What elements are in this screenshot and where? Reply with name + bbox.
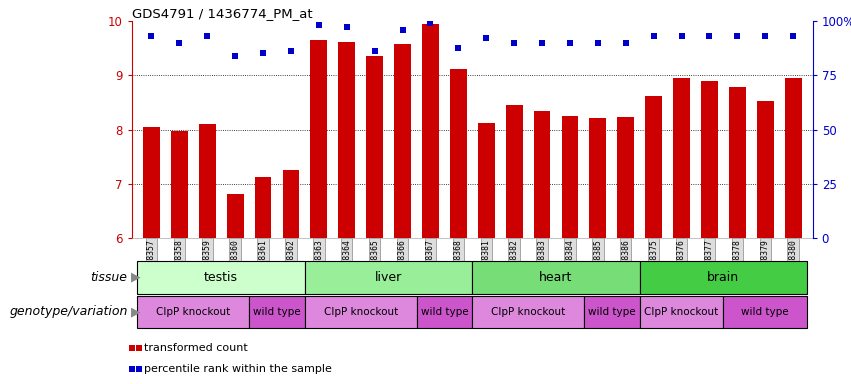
- Bar: [723, 296, 807, 328]
- Bar: [283, 170, 300, 238]
- Text: ClpP knockout: ClpP knockout: [491, 307, 565, 317]
- Text: heart: heart: [540, 271, 573, 284]
- Bar: [785, 78, 802, 238]
- Bar: [505, 105, 523, 238]
- Point: [312, 22, 326, 28]
- Text: ▶: ▶: [131, 305, 140, 318]
- Point: [535, 40, 549, 46]
- Text: percentile rank within the sample: percentile rank within the sample: [144, 364, 332, 374]
- Text: tissue: tissue: [91, 271, 128, 284]
- Point: [228, 53, 242, 60]
- Bar: [450, 69, 466, 238]
- Text: ▶: ▶: [131, 271, 140, 284]
- Bar: [394, 44, 411, 238]
- Bar: [584, 296, 640, 328]
- Bar: [416, 296, 472, 328]
- Text: testis: testis: [204, 271, 238, 284]
- Text: brain: brain: [707, 271, 740, 284]
- Bar: [640, 296, 723, 328]
- Bar: [249, 296, 305, 328]
- Bar: [339, 42, 355, 238]
- Bar: [472, 296, 584, 328]
- Text: GDS4791 / 1436774_PM_at: GDS4791 / 1436774_PM_at: [132, 7, 312, 20]
- Bar: [138, 296, 249, 328]
- Bar: [757, 101, 774, 238]
- Bar: [311, 40, 328, 238]
- Point: [340, 23, 353, 30]
- Point: [145, 33, 158, 40]
- Point: [452, 45, 465, 51]
- Bar: [640, 261, 807, 294]
- Point: [619, 40, 632, 46]
- Point: [507, 40, 521, 46]
- Point: [368, 48, 381, 55]
- Text: wild type: wild type: [588, 307, 636, 317]
- Text: wild type: wild type: [420, 307, 468, 317]
- Bar: [673, 78, 690, 238]
- Text: ClpP knockout: ClpP knockout: [157, 307, 231, 317]
- Text: ClpP knockout: ClpP knockout: [644, 307, 719, 317]
- Bar: [143, 127, 160, 238]
- Bar: [590, 118, 606, 238]
- Bar: [138, 261, 305, 294]
- Point: [703, 33, 717, 40]
- Point: [256, 50, 270, 56]
- Point: [563, 40, 577, 46]
- Bar: [478, 123, 494, 238]
- Bar: [562, 116, 579, 238]
- Bar: [305, 261, 472, 294]
- Bar: [534, 111, 551, 238]
- Bar: [701, 81, 718, 238]
- Text: transformed count: transformed count: [144, 343, 248, 353]
- Point: [786, 33, 800, 40]
- Bar: [305, 296, 416, 328]
- Text: liver: liver: [375, 271, 403, 284]
- Bar: [254, 177, 271, 238]
- Bar: [366, 56, 383, 238]
- Bar: [171, 131, 188, 238]
- Point: [730, 33, 744, 40]
- Text: wild type: wild type: [254, 307, 300, 317]
- Bar: [645, 96, 662, 238]
- Text: wild type: wild type: [741, 307, 789, 317]
- Text: genotype/variation: genotype/variation: [9, 305, 128, 318]
- Point: [758, 33, 772, 40]
- Point: [647, 33, 660, 40]
- Point: [173, 40, 186, 46]
- Text: ClpP knockout: ClpP knockout: [323, 307, 397, 317]
- Point: [284, 48, 298, 55]
- Point: [396, 27, 409, 33]
- Point: [424, 20, 437, 26]
- Bar: [729, 87, 745, 238]
- Bar: [617, 117, 634, 238]
- Point: [201, 33, 214, 40]
- Bar: [199, 124, 215, 238]
- Bar: [472, 261, 640, 294]
- Point: [591, 40, 605, 46]
- Bar: [422, 24, 439, 238]
- Point: [479, 35, 493, 41]
- Bar: [226, 194, 243, 238]
- Point: [675, 33, 688, 40]
